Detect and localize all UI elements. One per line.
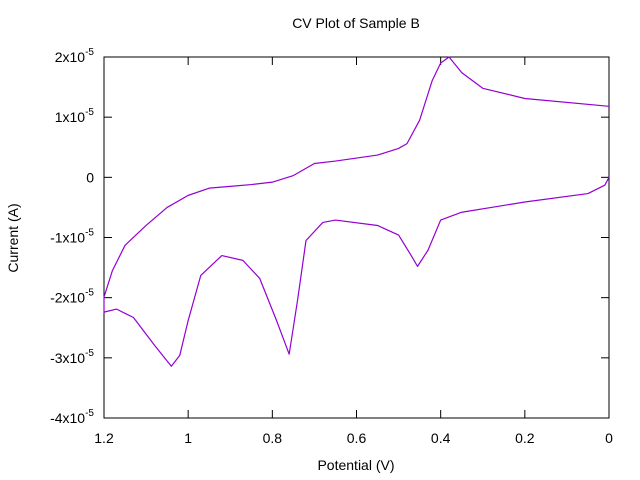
y-tick-label: -1x10-5	[50, 228, 94, 246]
y-tick-label-exponent: -5	[85, 107, 94, 118]
y-tick-label-base: -4x10	[50, 410, 85, 426]
y-axis-label: Current (A)	[5, 203, 21, 272]
x-tick-label: 0.2	[515, 430, 535, 446]
y-tick-label-base: -3x10	[50, 350, 85, 366]
y-tick-label: -2x10-5	[50, 288, 94, 306]
x-tick-label: 0	[605, 430, 613, 446]
x-axis-label: Potential (V)	[317, 457, 394, 473]
y-tick-label-base: -2x10	[50, 290, 85, 306]
y-tick-label-base: -1x10	[50, 230, 85, 246]
x-tick-label: 1.2	[94, 430, 114, 446]
y-tick-label: -3x10-5	[50, 348, 94, 366]
x-tick-label: 0.6	[347, 430, 367, 446]
x-tick-label: 0.4	[431, 430, 451, 446]
y-tick-label: -4x10-5	[50, 408, 94, 426]
y-tick-label: 1x10-5	[55, 107, 95, 125]
y-tick-label: 2x10-5	[55, 47, 95, 65]
y-tick-label: 0	[86, 169, 94, 185]
y-tick-label-base: 1x10	[55, 109, 86, 125]
y-tick-label-exponent: -5	[85, 408, 94, 419]
plot-frame	[103, 56, 610, 419]
y-tick-label-exponent: -5	[85, 348, 94, 359]
chart-title: CV Plot of Sample B	[292, 15, 420, 31]
y-tick-label-exponent: -5	[85, 288, 94, 299]
y-tick-label-exponent: -5	[85, 47, 94, 58]
x-tick-label: 1	[184, 430, 192, 446]
x-tick-label: 0.8	[263, 430, 283, 446]
data-line	[103, 56, 610, 367]
y-tick-label-exponent: -5	[85, 228, 94, 239]
y-tick-label-base: 2x10	[55, 49, 86, 65]
